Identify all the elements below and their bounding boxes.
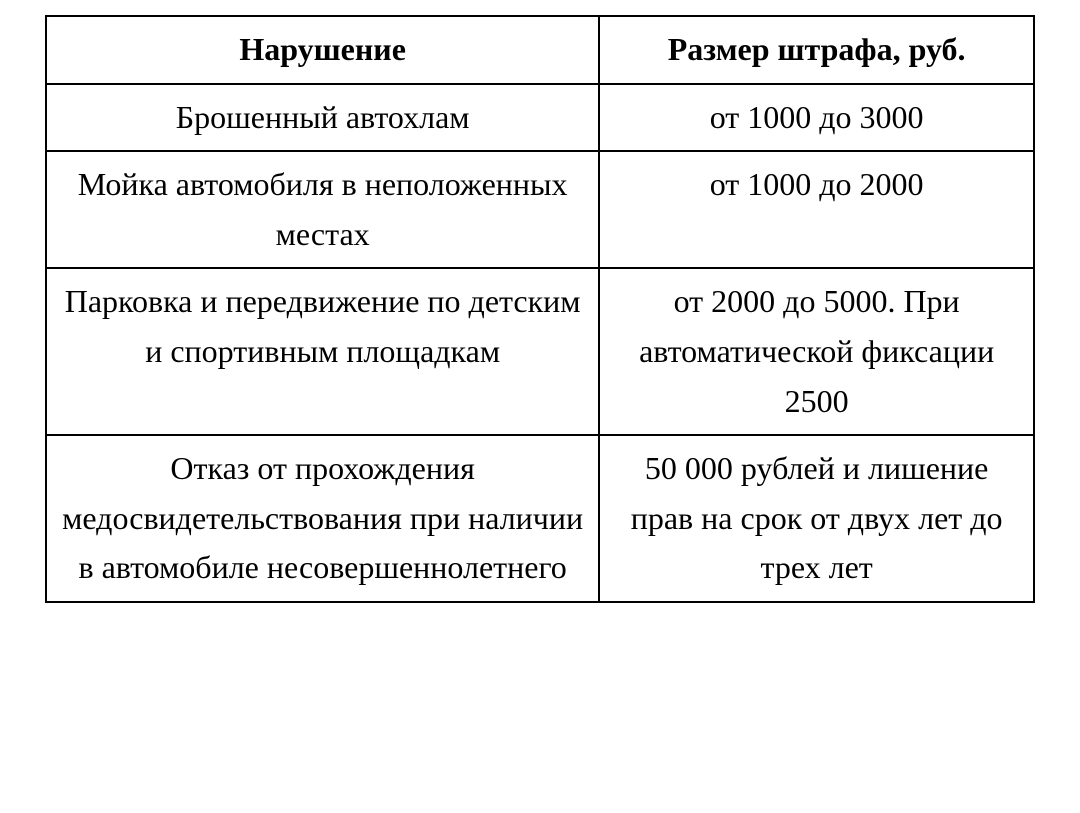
cell-fine: от 1000 до 3000	[599, 84, 1034, 152]
header-violation: Нарушение	[46, 16, 599, 84]
cell-violation: Парковка и передвижение по детским и спо…	[46, 268, 599, 435]
table-row: Парковка и передвижение по детским и спо…	[46, 268, 1034, 435]
cell-fine: 50 000 рублей и лишение прав на срок от …	[599, 435, 1034, 602]
cell-violation: Брошенный автохлам	[46, 84, 599, 152]
table-row: Мойка автомобиля в неположенных местах о…	[46, 151, 1034, 268]
cell-fine: от 1000 до 2000	[599, 151, 1034, 268]
cell-fine: от 2000 до 5000. При автоматической фикс…	[599, 268, 1034, 435]
table-header-row: Нарушение Размер штрафа, руб.	[46, 16, 1034, 84]
fines-table: Нарушение Размер штрафа, руб. Брошенный …	[45, 15, 1035, 603]
table-row: Брошенный автохлам от 1000 до 3000	[46, 84, 1034, 152]
cell-violation: Отказ от прохождения медосвидетельствова…	[46, 435, 599, 602]
table-row: Отказ от прохождения медосвидетельствова…	[46, 435, 1034, 602]
cell-violation: Мойка автомобиля в неположенных местах	[46, 151, 599, 268]
header-fine: Размер штрафа, руб.	[599, 16, 1034, 84]
